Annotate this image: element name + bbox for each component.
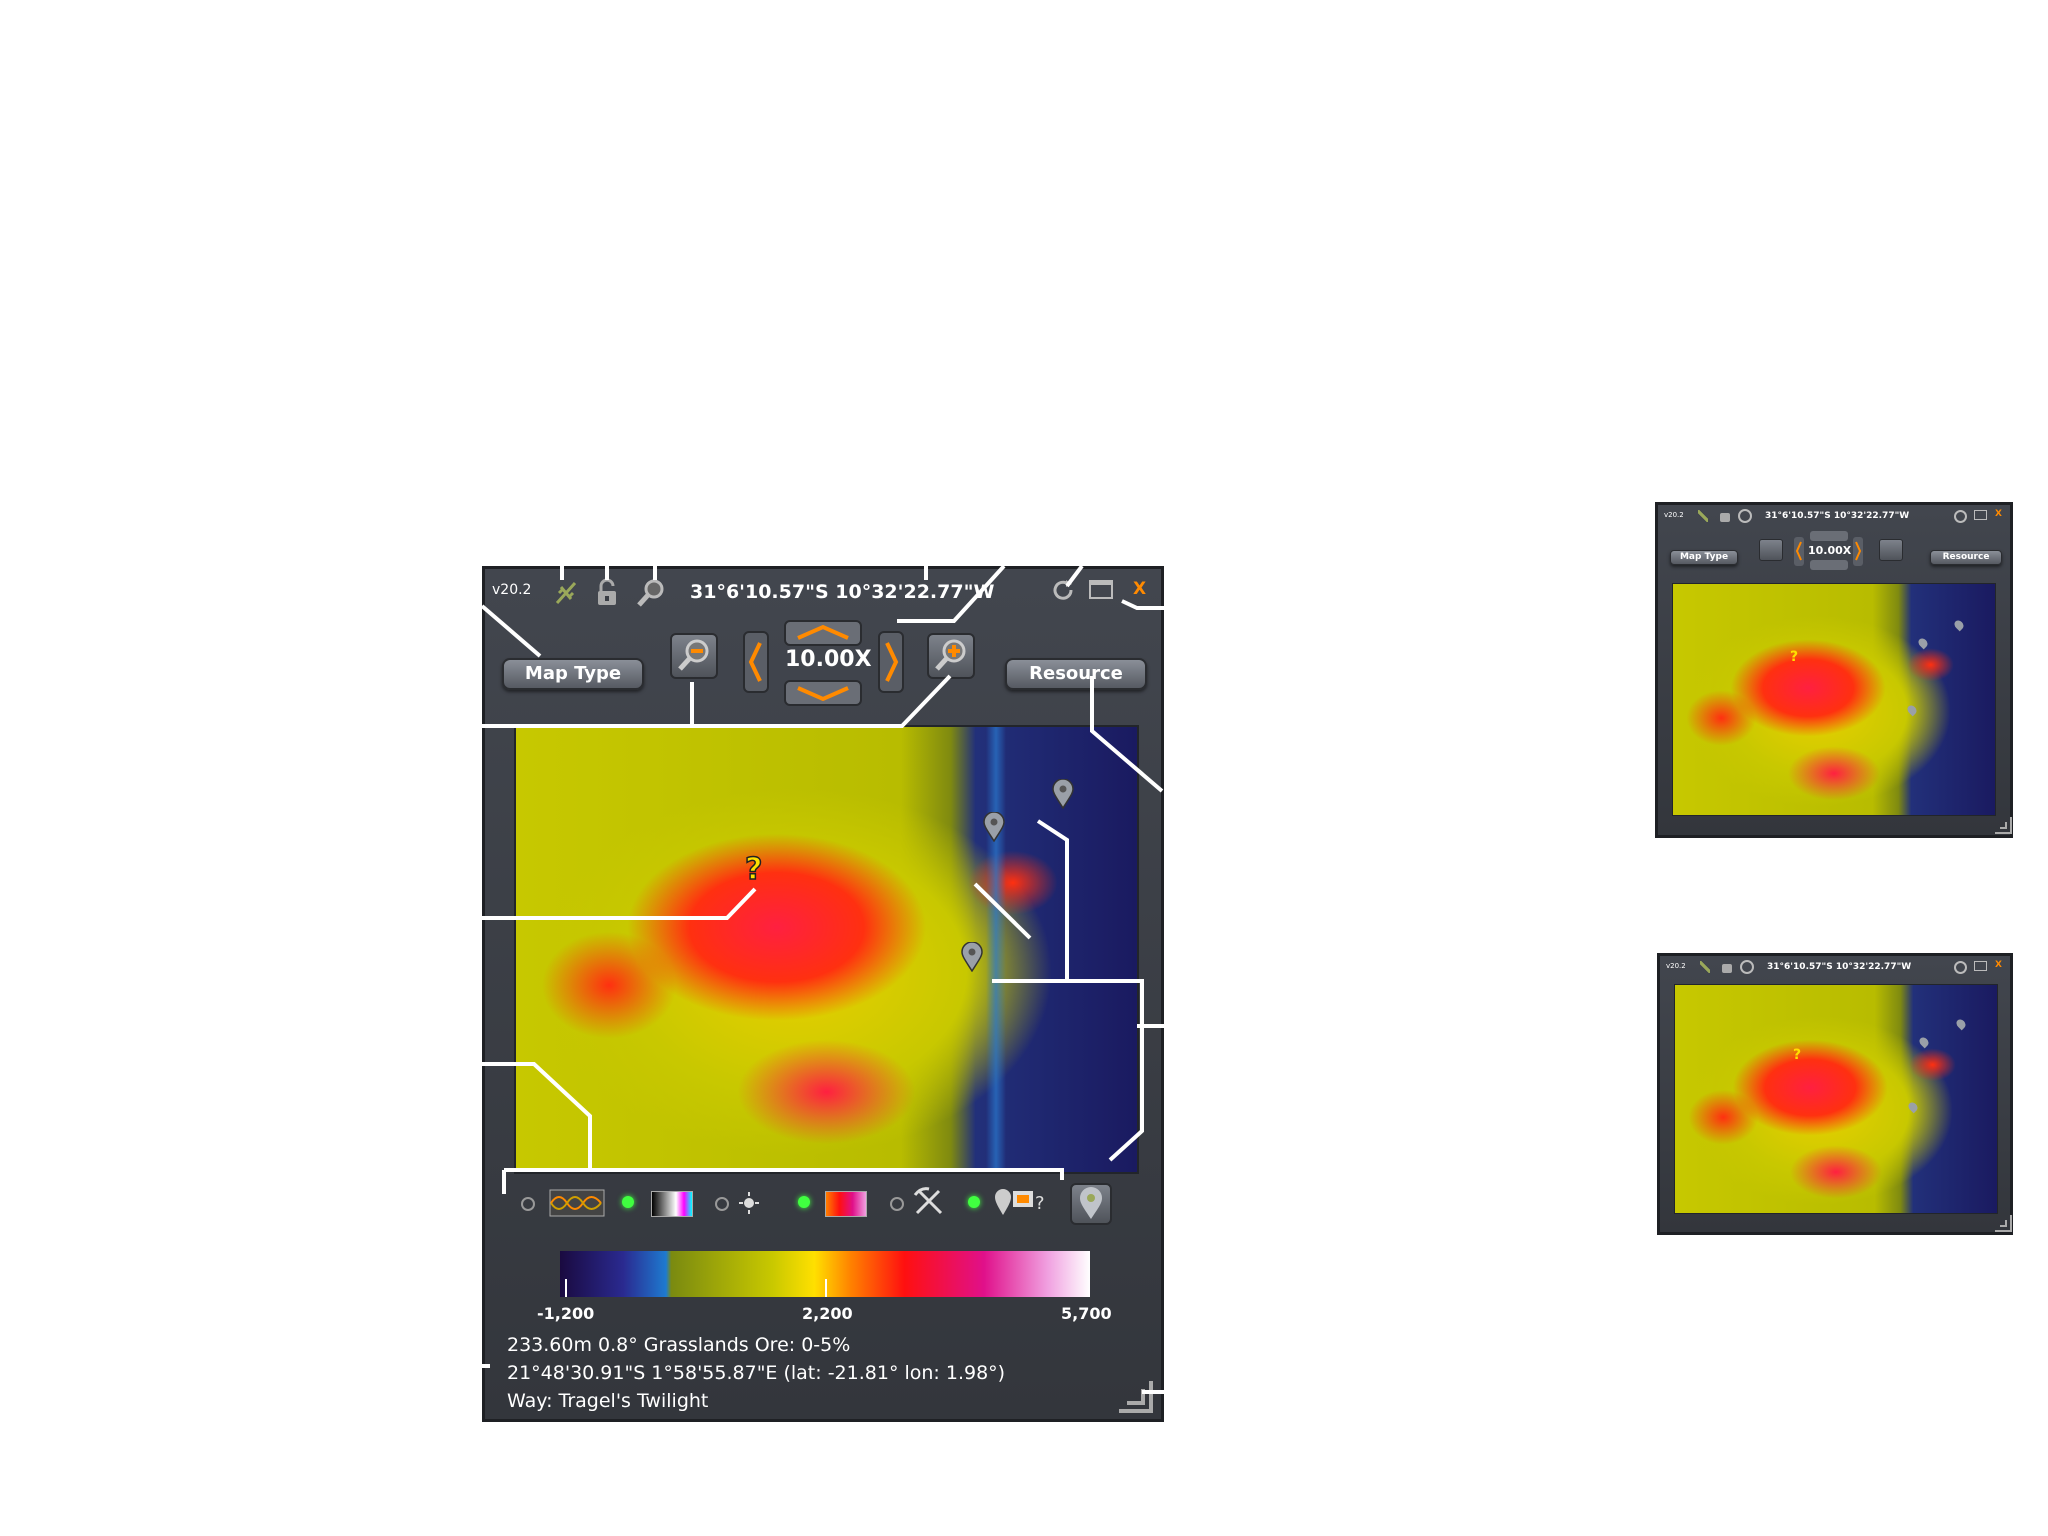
map-panel: v20.2 31°6'10.57"S 10°32'22.77"W X Map T… — [482, 566, 1164, 1422]
zoom-in-icon — [935, 639, 966, 671]
legend-min-label: -1,200 — [537, 1304, 595, 1323]
zoom-out-icon — [678, 639, 709, 671]
chevron-right-icon — [885, 642, 899, 682]
satellite-icon[interactable] — [553, 579, 579, 611]
mini2-resize-handle-icon[interactable] — [1993, 1213, 2013, 1237]
unlock-icon[interactable] — [595, 577, 619, 611]
mini1-zoom-next-button[interactable] — [1853, 537, 1863, 566]
wave-layer-icon[interactable] — [549, 1189, 605, 1221]
zoom-up-button[interactable] — [784, 620, 862, 646]
chevron-down-icon — [797, 686, 849, 702]
mini-map-panel-1: v20.2 31°6'10.57"S 10°32'22.77"W X Map T… — [1655, 502, 2013, 838]
mini1-satellite-icon[interactable] — [1698, 510, 1708, 522]
mini1-zoom-out-button[interactable] — [1759, 539, 1783, 561]
legend-tick-mid — [825, 1279, 827, 1297]
mini2-map-pin-icon[interactable] — [1906, 1100, 1920, 1114]
version-label: v20.2 — [492, 582, 532, 598]
mini2-search-icon[interactable] — [1740, 960, 1754, 974]
layer-radio-off-1[interactable] — [521, 1197, 535, 1211]
mini1-zoom-prev-button[interactable] — [1794, 537, 1804, 566]
coastline — [986, 727, 1006, 1172]
mini1-coordinates-label: 31°6'10.57"S 10°32'22.77"W — [1765, 511, 1910, 521]
mini2-heat-map[interactable]: ? — [1674, 984, 1998, 1214]
layer-radio-on-1[interactable] — [622, 1196, 634, 1208]
zoom-level: 10.00X — [785, 647, 872, 672]
info-line-coordinates: 21°48'30.91"S 1°58'55.87"E (lat: -21.81°… — [507, 1362, 1006, 1384]
mini2-refresh-icon[interactable] — [1954, 961, 1967, 974]
map-pin-icon — [1052, 779, 1074, 809]
mini2-unknown-marker-icon[interactable]: ? — [1793, 1047, 1802, 1063]
mini1-resource-button[interactable]: Resource — [1930, 550, 2002, 565]
mini1-version-label: v20.2 — [1664, 511, 1684, 519]
map-pin-icon — [983, 812, 1005, 842]
info-line-terrain: 233.60m 0.8° Grasslands Ore: 0-5% — [507, 1334, 851, 1356]
layer-radio-on-2[interactable] — [798, 1196, 810, 1208]
mini2-map-pin-icon[interactable] — [1954, 1017, 1968, 1031]
svg-text:?: ? — [1035, 1193, 1045, 1214]
mini1-unlock-icon[interactable] — [1720, 513, 1730, 522]
search-icon[interactable] — [635, 577, 667, 613]
elevation-legend — [560, 1251, 1090, 1297]
map-pin-icon — [961, 942, 983, 972]
mini1-heat-map[interactable]: ? — [1672, 583, 1996, 816]
mini1-unknown-marker-icon[interactable]: ? — [1790, 649, 1799, 665]
map-pin-icon — [1080, 1187, 1102, 1219]
mini2-window-icon[interactable] — [1974, 961, 1987, 971]
legend-mid-label: 2,200 — [802, 1304, 853, 1323]
waypoints-layer-icon[interactable]: ? — [993, 1185, 1049, 1221]
chevron-right-icon — [1855, 541, 1862, 561]
zoom-next-button[interactable] — [878, 631, 904, 693]
chevron-left-icon — [1795, 541, 1802, 561]
zoom-in-button[interactable] — [927, 633, 975, 679]
sun-moon-icon[interactable] — [739, 1189, 779, 1221]
legend-max-label: 5,700 — [1061, 1304, 1112, 1323]
heatmap-layer-icon[interactable] — [825, 1191, 867, 1217]
callout-paths — [482, 566, 1164, 1394]
legend-tick-min — [565, 1279, 567, 1297]
mini1-resize-handle-icon[interactable] — [1993, 815, 2013, 839]
mini1-zoom-down-button[interactable] — [1810, 560, 1848, 570]
info-line-waypoint: Way: Tragel's Twilight — [507, 1390, 709, 1412]
resource-button[interactable]: Resource — [1005, 658, 1147, 690]
mini-map-panel-2: v20.2 31°6'10.57"S 10°32'22.77"W X ? — [1657, 953, 2013, 1235]
pickaxe-icon[interactable] — [913, 1187, 945, 1221]
mini1-zoom-in-button[interactable] — [1879, 539, 1903, 561]
layer-radio-on-3[interactable] — [968, 1196, 980, 1208]
mini1-map-type-button[interactable]: Map Type — [1670, 550, 1738, 565]
zoom-out-button[interactable] — [670, 633, 718, 679]
window-icon[interactable] — [1088, 578, 1114, 604]
mini1-map-pin-icon[interactable] — [1905, 703, 1919, 717]
zoom-prev-button[interactable] — [743, 631, 769, 693]
mini2-coordinates-label: 31°6'10.57"S 10°32'22.77"W — [1767, 962, 1912, 972]
mini1-search-icon[interactable] — [1738, 509, 1752, 523]
map-type-button[interactable]: Map Type — [502, 658, 644, 690]
mini2-unlock-icon[interactable] — [1722, 964, 1732, 973]
unknown-marker-icon[interactable]: ? — [741, 851, 771, 891]
svg-text:?: ? — [745, 853, 762, 887]
mini1-zoom-level: 10.00X — [1808, 544, 1852, 557]
mini2-satellite-icon[interactable] — [1700, 961, 1710, 973]
waypoint-button[interactable] — [1070, 1183, 1112, 1225]
zoom-down-button[interactable] — [784, 680, 862, 706]
mini1-zoom-up-button[interactable] — [1810, 531, 1848, 541]
grayscale-layer-icon[interactable] — [651, 1191, 693, 1217]
chevron-up-icon — [797, 624, 849, 640]
mini1-window-icon[interactable] — [1974, 510, 1987, 520]
mini1-map-pin-icon[interactable] — [1916, 636, 1930, 650]
mini1-map-pin-icon[interactable] — [1952, 618, 1966, 632]
mini1-refresh-icon[interactable] — [1954, 510, 1967, 523]
mini2-version-label: v20.2 — [1666, 962, 1686, 970]
mini2-close-button[interactable]: X — [1995, 960, 2002, 970]
chevron-left-icon — [748, 642, 762, 682]
coordinates-label: 31°6'10.57"S 10°32'22.77"W — [690, 581, 995, 603]
mini2-map-pin-icon[interactable] — [1917, 1035, 1931, 1049]
close-button[interactable]: X — [1133, 579, 1147, 599]
heat-map[interactable]: ? — [514, 725, 1139, 1174]
mini1-close-button[interactable]: X — [1995, 509, 2002, 519]
layer-radio-off-2[interactable] — [715, 1197, 729, 1211]
layer-radio-off-3[interactable] — [890, 1197, 904, 1211]
